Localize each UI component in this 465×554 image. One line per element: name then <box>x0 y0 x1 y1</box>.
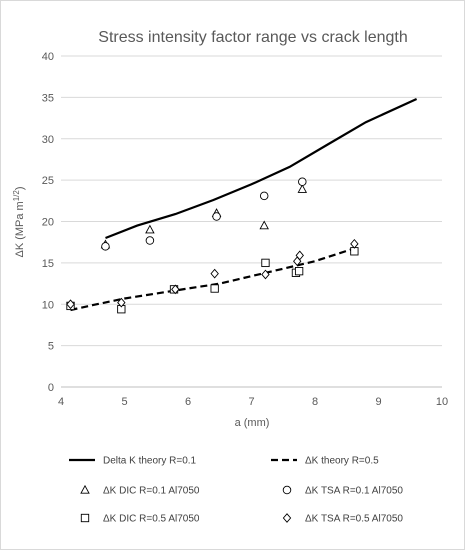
legend-label: ΔK TSA R=0.1 Al7050 <box>305 486 403 497</box>
data-point-triangle <box>297 184 308 193</box>
legend-item: ΔK DIC R=0.5 Al7050 <box>80 513 200 525</box>
series-0 <box>105 97 418 240</box>
x-tick-label: 6 <box>185 396 191 408</box>
y-tick-label: 30 <box>42 134 54 146</box>
legend-marker-square <box>80 513 90 523</box>
x-tick-label: 7 <box>248 396 254 408</box>
series-line <box>70 247 354 312</box>
y-tick-label: 25 <box>42 175 54 187</box>
legend-item: ΔK DIC R=0.1 Al7050 <box>80 484 200 497</box>
y-tick-label: 5 <box>48 341 54 353</box>
data-point-diamond <box>171 284 180 295</box>
y-tick-label: 35 <box>42 92 54 104</box>
data-point-circle <box>259 191 269 201</box>
y-tick-label: 40 <box>42 51 54 63</box>
x-tick-labels: 4 5 6 7 8 9 10 <box>58 396 448 408</box>
y-tick-label: 20 <box>42 217 54 229</box>
y-tick-label: 0 <box>48 382 54 394</box>
data-point-square <box>261 258 270 268</box>
legend-marker-triangle <box>80 484 90 494</box>
data-point-diamond <box>66 299 75 310</box>
legend-marker-diamond <box>282 513 292 523</box>
gridlines <box>61 55 442 388</box>
series-5 <box>66 238 359 310</box>
data-point-circle <box>298 177 307 187</box>
legend-item: ΔK TSA R=0.5 Al7050 <box>282 513 403 525</box>
data-point-diamond <box>210 268 219 279</box>
series-1 <box>70 247 354 312</box>
y-tick-label: 15 <box>42 258 54 270</box>
series-3 <box>101 177 307 251</box>
series-4 <box>66 247 359 314</box>
x-tick-label: 8 <box>312 396 318 408</box>
chart-title: Stress intensity factor range vs crack l… <box>98 29 407 46</box>
data-point-circle <box>101 242 110 251</box>
y-axis-title-close: ) <box>14 186 26 190</box>
x-tick-label: 10 <box>436 396 448 408</box>
legend-marker-circle <box>282 485 292 495</box>
y-tick-label: 10 <box>42 299 54 311</box>
data-point-diamond <box>295 250 304 261</box>
legend-label: ΔK DIC R=0.1 Al7050 <box>103 486 200 497</box>
data-point-diamond <box>350 238 359 249</box>
legend: Delta K theory R=0.1 ΔK theory R=0.5 ΔK DI… <box>69 456 403 525</box>
data-point-diamond <box>261 269 270 280</box>
legend-label: ΔK DIC R=0.5 Al7050 <box>103 514 200 525</box>
legend-item: ΔK TSA R=0.1 Al7050 <box>282 485 403 497</box>
y-tick-labels: 0 5 10 15 20 25 30 35 40 <box>42 51 54 394</box>
x-tick-label: 5 <box>121 396 127 408</box>
data-point-triangle <box>145 224 155 234</box>
data-point-circle <box>212 212 221 221</box>
x-axis-title: a (mm) <box>235 417 270 429</box>
y-axis-title-superscript: 1/2 <box>12 190 21 202</box>
data-point-triangle <box>259 220 269 230</box>
series-2 <box>100 184 308 249</box>
series-line <box>105 97 418 240</box>
legend-item: Delta K theory R=0.1 <box>69 456 197 467</box>
x-tick-label: 9 <box>375 396 381 408</box>
data-point-square <box>210 284 219 293</box>
x-tick-label: 4 <box>58 396 64 408</box>
legend-label: ΔK TSA R=0.5 Al7050 <box>305 514 403 525</box>
data-point-square <box>294 267 304 276</box>
data-point-diamond <box>117 297 126 308</box>
legend-label: ΔK theory R=0.5 <box>305 456 379 467</box>
data-point-circle <box>145 236 155 245</box>
legend-item: ΔK theory R=0.5 <box>271 456 379 467</box>
series-layer <box>66 97 418 314</box>
legend-label: Delta K theory R=0.1 <box>103 456 197 467</box>
y-axis-title: ΔK (MPa m1/2) <box>12 186 26 257</box>
